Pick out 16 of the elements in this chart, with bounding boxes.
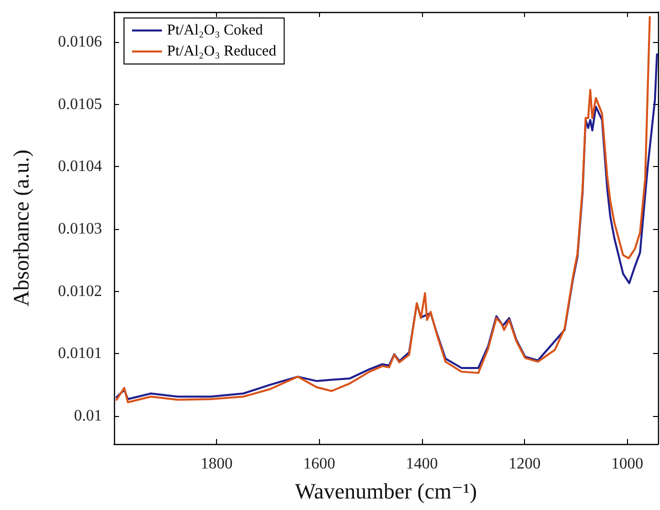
x-tick-label: 1000 [611,456,644,472]
y-tick-label: 0.0106 [58,33,102,50]
x-tick-label: 1400 [406,456,438,472]
legend-label: Pt/Al₂O₃ Coked [167,22,264,38]
legend-label: Pt/Al₂O₃ Reduced [167,44,277,60]
x-tick-label: 1200 [508,456,541,472]
y-tick-label: 0.0104 [58,158,102,176]
x-tick-label: 1600 [303,456,336,472]
y-tick-label: 0.0103 [58,220,102,238]
x-axis-title: Wavenumber (cm⁻¹) [295,478,477,504]
y-tick-label: 0.01 [74,407,102,424]
x-tick-label: 1800 [200,456,233,472]
y-tick-label: 0.0105 [58,96,102,113]
y-axis-title: Absorbance (a.u.) [8,150,34,306]
y-tick-label: 0.0102 [58,282,102,300]
y-tick-label: 0.0101 [58,345,102,362]
